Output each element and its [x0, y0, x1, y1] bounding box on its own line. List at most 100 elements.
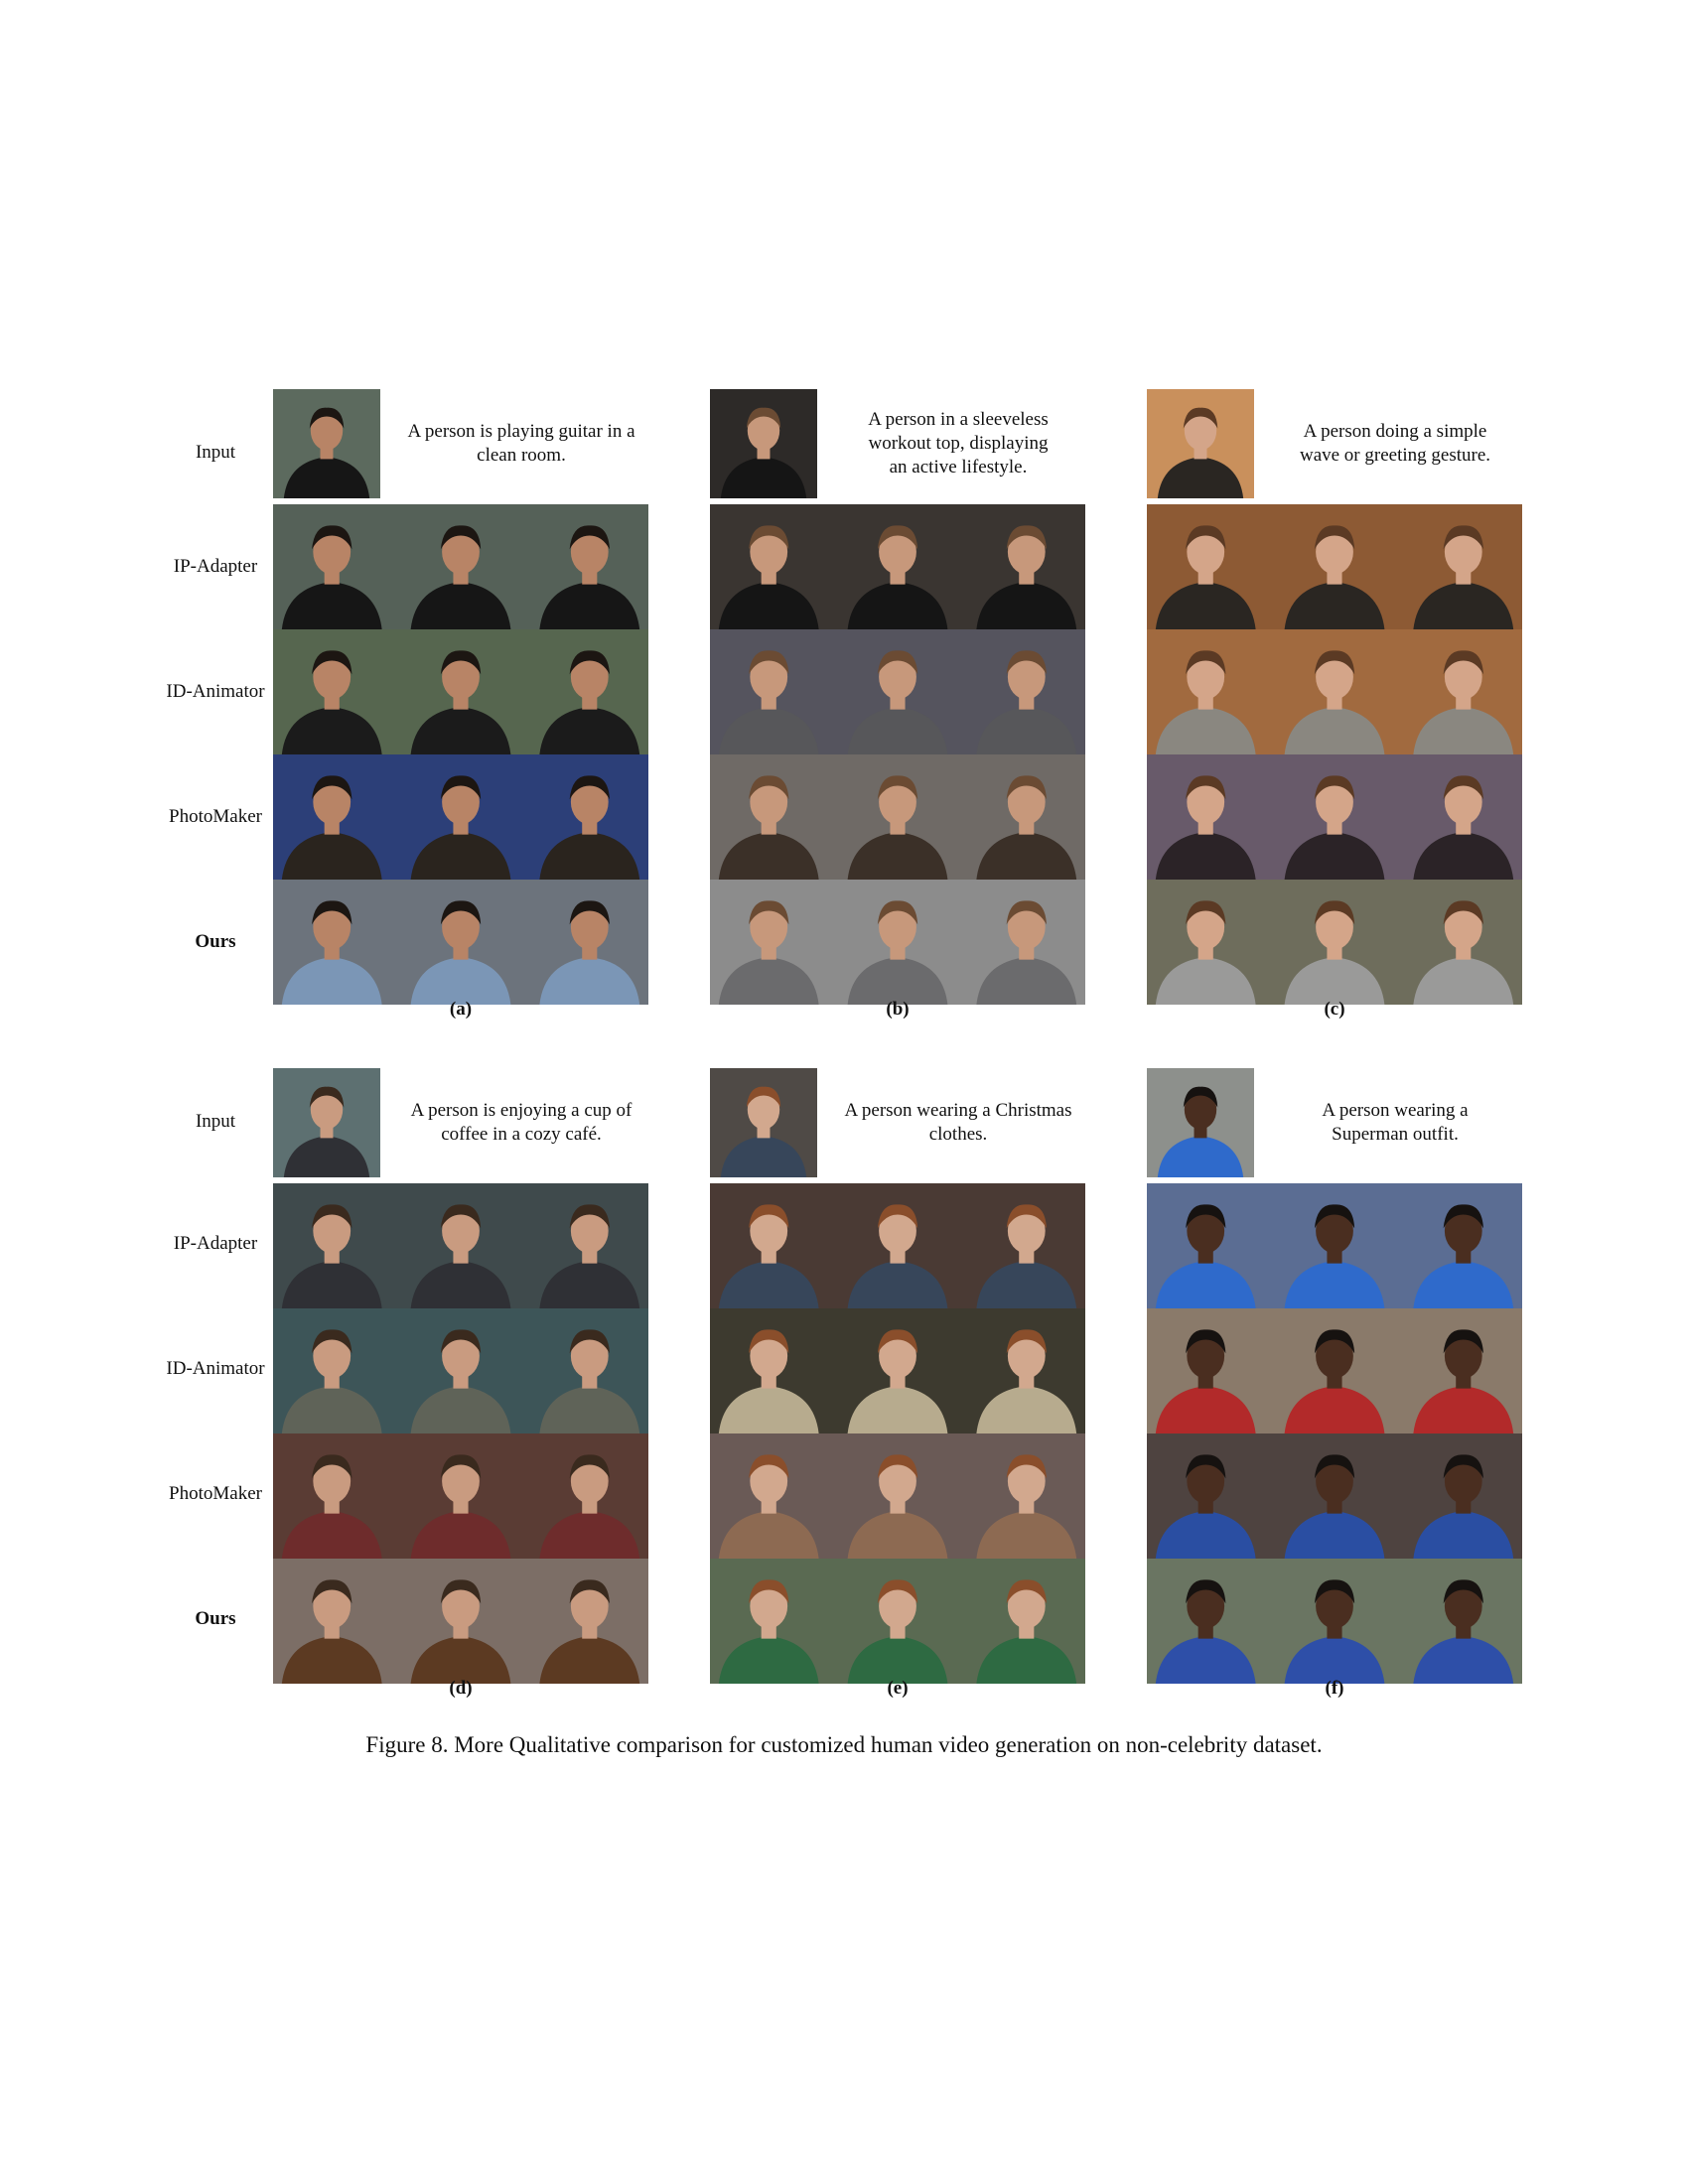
video-frame — [523, 754, 648, 880]
method-row — [710, 629, 1085, 754]
frame-grid — [710, 1183, 1085, 1684]
method-row — [273, 1183, 648, 1308]
video-frame — [398, 1308, 523, 1433]
video-frame — [398, 504, 523, 629]
video-frame — [1397, 504, 1522, 629]
method-row — [273, 754, 648, 880]
video-frame — [1272, 1433, 1397, 1559]
method-row — [1147, 1183, 1522, 1308]
video-frame — [273, 1433, 398, 1559]
video-frame — [273, 1183, 398, 1308]
video-frame — [960, 1433, 1085, 1559]
row-label-photomaker-top: PhotoMaker — [169, 806, 262, 827]
prompt-line: A person wearing a Christmas — [844, 1100, 1072, 1121]
video-frame — [1147, 1559, 1272, 1684]
video-frame — [1397, 1183, 1522, 1308]
panel-label: (f) — [1325, 1678, 1344, 1699]
video-frame — [835, 880, 960, 1005]
video-frame — [523, 504, 648, 629]
prompt-text: A person doing a simple wave or greeting … — [1268, 389, 1522, 498]
video-frame — [398, 629, 523, 754]
video-frame — [1397, 1559, 1522, 1684]
figure-caption: Figure 8. More Qualitative comparison fo… — [365, 1732, 1323, 1757]
video-frame — [1147, 1183, 1272, 1308]
method-row — [710, 1559, 1085, 1684]
video-frame — [960, 880, 1085, 1005]
prompt-line: A person is playing guitar in a — [407, 421, 635, 442]
video-frame — [398, 880, 523, 1005]
video-frame — [273, 629, 398, 754]
prompt-text: A person wearing a Christmas clothes. — [831, 1068, 1085, 1177]
input-photo — [273, 389, 380, 498]
prompt-line: workout top, displaying — [868, 433, 1049, 454]
method-row — [710, 880, 1085, 1005]
method-row — [1147, 880, 1522, 1005]
prompt-line: A person in a sleeveless — [868, 409, 1049, 430]
video-frame — [710, 754, 835, 880]
video-frame — [710, 1433, 835, 1559]
video-frame — [1397, 754, 1522, 880]
prompt-line: clean room. — [477, 445, 566, 466]
video-frame — [835, 1183, 960, 1308]
video-frame — [1147, 754, 1272, 880]
prompt-text: A person is playing guitar in a clean roo… — [394, 389, 648, 498]
frame-grid — [1147, 504, 1522, 1005]
video-frame — [523, 1433, 648, 1559]
panel-label: (d) — [449, 1678, 473, 1699]
prompt-line: clothes. — [928, 1124, 988, 1145]
video-frame — [835, 1433, 960, 1559]
video-frame — [1397, 1308, 1522, 1433]
input-photo — [1147, 389, 1254, 498]
input-photo — [710, 389, 817, 498]
video-frame — [523, 880, 648, 1005]
method-row — [273, 1559, 648, 1684]
video-frame — [1147, 1308, 1272, 1433]
video-frame — [960, 504, 1085, 629]
prompt-line: A person wearing a — [1322, 1100, 1469, 1121]
panel-a: A person is playing guitar in a clean roo… — [273, 389, 648, 1020]
video-frame — [273, 880, 398, 1005]
frame-grid — [710, 504, 1085, 1005]
method-row — [273, 504, 648, 629]
method-row — [1147, 504, 1522, 629]
row-label-input-bottom: Input — [195, 1111, 236, 1132]
video-frame — [273, 1308, 398, 1433]
panel-label: (a) — [449, 999, 473, 1020]
video-frame — [523, 629, 648, 754]
video-frame — [1397, 880, 1522, 1005]
video-frame — [523, 1559, 648, 1684]
video-frame — [1272, 504, 1397, 629]
video-frame — [710, 504, 835, 629]
method-row — [273, 880, 648, 1005]
method-row — [273, 629, 648, 754]
prompt-line: an active lifestyle. — [889, 457, 1028, 478]
video-frame — [960, 1183, 1085, 1308]
method-row — [710, 1433, 1085, 1559]
video-frame — [835, 754, 960, 880]
video-frame — [398, 1183, 523, 1308]
panel-e: A person wearing a Christmas clothes. (e) — [710, 1068, 1085, 1699]
row-label-photomaker-bottom: PhotoMaker — [169, 1483, 262, 1504]
row-label-ip-adapter-bottom: IP-Adapter — [173, 1233, 258, 1254]
video-frame — [960, 629, 1085, 754]
method-row — [1147, 1308, 1522, 1433]
video-frame — [1272, 880, 1397, 1005]
row-label-input-top: Input — [195, 442, 236, 463]
video-frame — [1272, 754, 1397, 880]
video-frame — [960, 1559, 1085, 1684]
frame-grid — [273, 504, 648, 1005]
prompt-line: coffee in a cozy café. — [441, 1124, 602, 1145]
prompt-text: A person wearing a Superman outfit. — [1268, 1068, 1522, 1177]
video-frame — [835, 629, 960, 754]
video-frame — [960, 1308, 1085, 1433]
video-frame — [1147, 880, 1272, 1005]
row-label-id-animator-bottom: ID-Animator — [166, 1358, 265, 1379]
method-row — [273, 1308, 648, 1433]
video-frame — [398, 1559, 523, 1684]
frame-grid — [273, 1183, 648, 1684]
method-row — [1147, 1433, 1522, 1559]
method-row — [1147, 1559, 1522, 1684]
panel-label: (e) — [887, 1678, 909, 1699]
video-frame — [835, 1559, 960, 1684]
video-frame — [1397, 629, 1522, 754]
